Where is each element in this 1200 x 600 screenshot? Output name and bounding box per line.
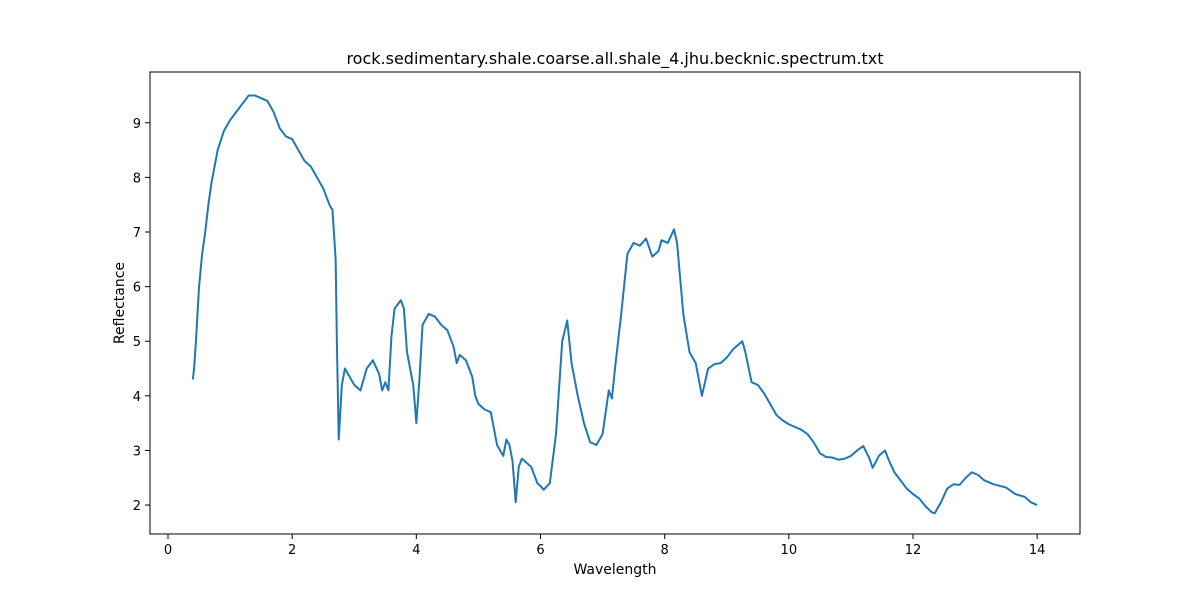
y-tick-label: 8 (133, 171, 141, 186)
x-tick-label: 14 (1029, 543, 1046, 558)
x-tick-label: 10 (781, 543, 798, 558)
y-tick-label: 6 (133, 281, 141, 296)
x-axis-label: Wavelength (573, 562, 656, 578)
plot-frame (149, 71, 1081, 535)
x-tick-label: 6 (536, 543, 544, 558)
x-tick-label: 4 (412, 543, 420, 558)
y-tick-label: 7 (133, 226, 141, 241)
x-tick-label: 0 (164, 543, 172, 558)
x-tick-label: 8 (661, 543, 669, 558)
x-tick-label: 12 (905, 543, 922, 558)
y-tick-label: 2 (133, 499, 141, 514)
y-tick-label: 5 (133, 335, 141, 350)
data-line (191, 94, 1038, 515)
y-tick-label: 4 (133, 390, 141, 405)
x-tick-label: 2 (288, 543, 296, 558)
y-tick-label: 3 (133, 444, 141, 459)
chart-title: rock.sedimentary.shale.coarse.all.shale_… (346, 49, 883, 69)
y-tick-label: 9 (133, 117, 141, 132)
y-axis-label: Reflectance (112, 262, 128, 344)
